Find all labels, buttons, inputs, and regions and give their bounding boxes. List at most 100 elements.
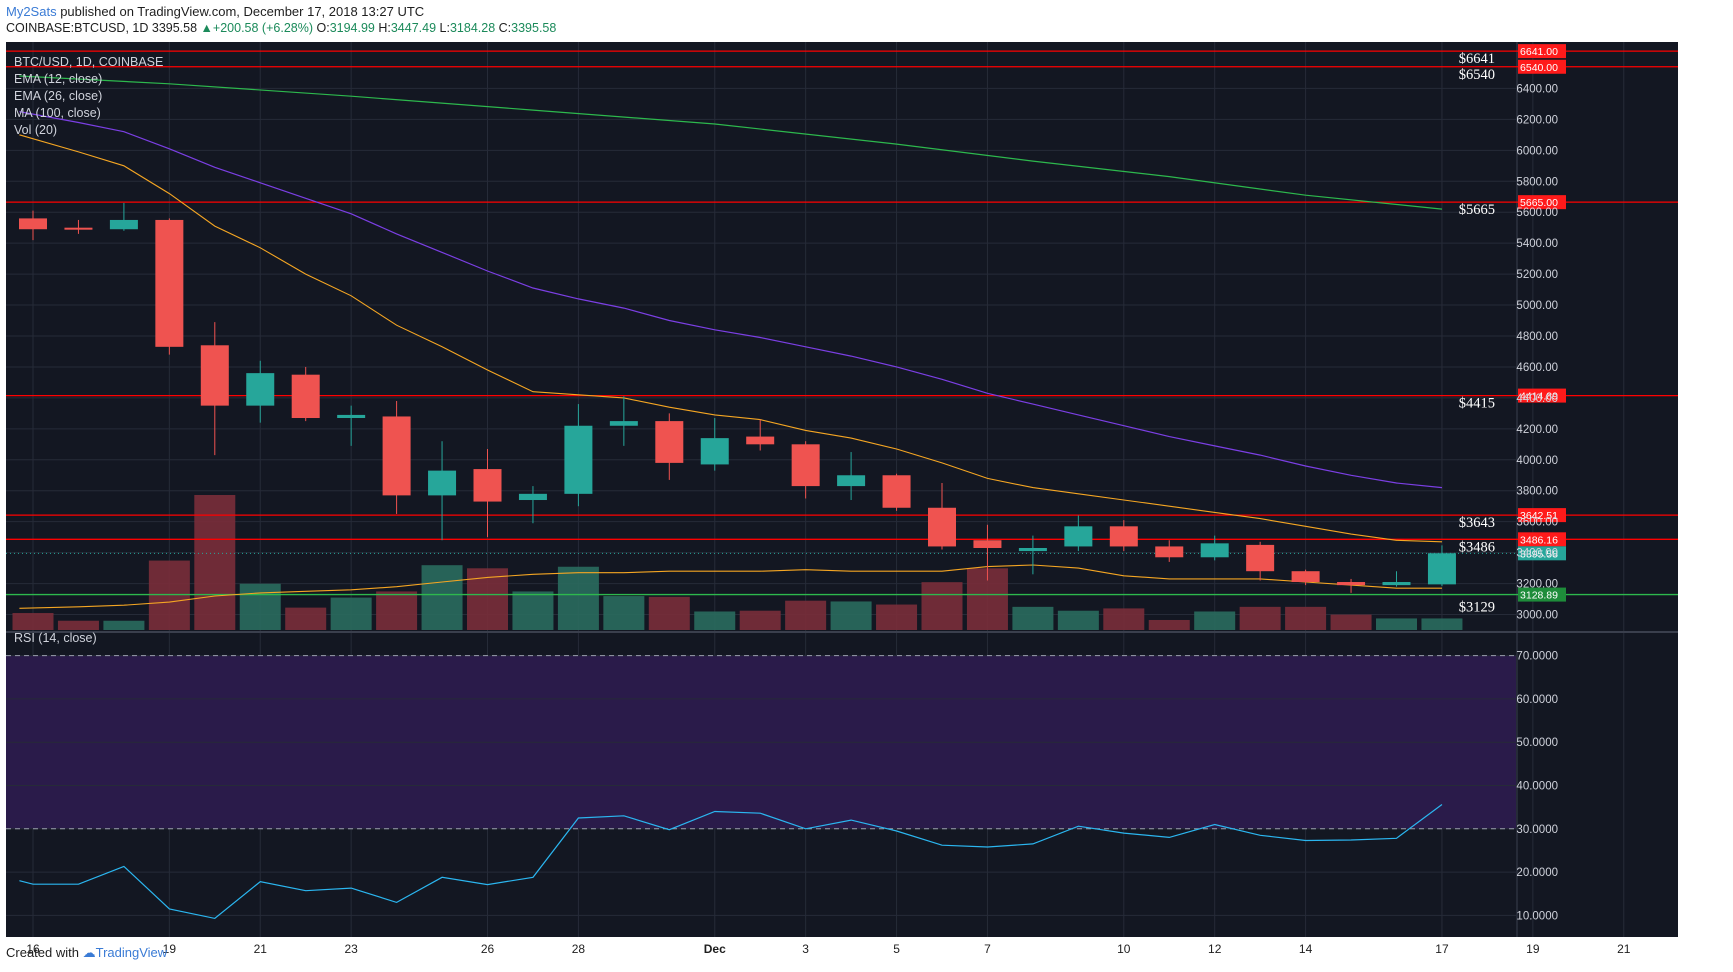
y-tick-label: 5800.00 <box>1516 176 1558 188</box>
y-tick-label: 6200.00 <box>1516 114 1558 126</box>
candle-body <box>928 507 956 547</box>
candle-body <box>200 345 229 406</box>
volume-bar <box>1148 619 1190 630</box>
high-label: H: <box>378 21 391 35</box>
level-tag: 6641.00 <box>1520 46 1558 58</box>
level-tag-bg <box>1518 388 1566 403</box>
publish-line: My2Sats published on TradingView.com, De… <box>6 4 424 19</box>
author-link[interactable]: My2Sats <box>6 4 57 19</box>
volume-bar <box>785 600 827 630</box>
candle-body <box>564 425 593 494</box>
axes: 16 19 21 23 26 28 Dec 3 5 7 10 12 14 17 19 21 6400.00 620… <box>26 83 1630 956</box>
volume-bar <box>830 601 872 630</box>
volume-bar <box>739 610 781 630</box>
level-tag-bg <box>1518 44 1566 59</box>
high-value: 3447.49 <box>390 21 437 35</box>
candle-body <box>1109 526 1138 547</box>
y-tick-label: 4200.00 <box>1516 424 1558 436</box>
candle-body <box>337 414 366 419</box>
x-tick-label: 7 <box>984 942 991 956</box>
x-tick-label: 19 <box>1526 942 1540 956</box>
volume-bar <box>921 582 963 630</box>
created-with-text: Created with <box>6 945 79 960</box>
x-tick-label: 28 <box>572 942 586 956</box>
volume-bar <box>1239 606 1281 630</box>
support-tag-bg <box>1518 587 1566 602</box>
candle-body <box>1155 546 1184 558</box>
level-tag-bg <box>1518 59 1566 74</box>
level-label: $6641 <box>1459 51 1495 67</box>
level-label: $4415 <box>1459 396 1495 412</box>
volume-bar <box>194 495 236 630</box>
rsi-tick-label: 60.0000 <box>1516 694 1558 706</box>
last-price-tag: 3395.58 <box>1520 548 1558 560</box>
footer: Created with ☁TradingView <box>6 945 167 961</box>
volume-bars <box>12 495 1463 630</box>
moving-averages <box>19 75 1443 609</box>
y-tick-label: 5000.00 <box>1516 300 1558 312</box>
volume-bar <box>12 613 54 630</box>
candle-body <box>155 219 184 347</box>
y-tick-label: 5600.00 <box>1516 207 1558 219</box>
last-price-text: 3395.58 <box>151 21 198 35</box>
candle-body <box>382 416 411 496</box>
volume-bar <box>239 583 281 630</box>
candle-body <box>64 227 93 230</box>
level-label: $3486 <box>1459 539 1495 555</box>
ema12-line <box>19 134 1443 543</box>
low-value: 3184.28 <box>449 21 496 35</box>
volume-bar <box>1194 611 1236 630</box>
close-label: C: <box>498 21 512 35</box>
rsi-tick-label: 20.0000 <box>1516 867 1558 879</box>
green-ma-line <box>19 75 1443 210</box>
rsi-tick-label: 50.0000 <box>1516 737 1558 749</box>
y-tick-label: 3600.00 <box>1516 517 1558 529</box>
level-tag-bg <box>1518 532 1566 547</box>
tradingview-link[interactable]: TradingView <box>95 945 168 960</box>
x-tick-label: Dec <box>704 942 726 956</box>
rsi-tick-label: 70.0000 <box>1516 651 1558 663</box>
volume-bar <box>1421 618 1463 630</box>
y-tick-label: 5400.00 <box>1516 238 1558 250</box>
candle-body <box>428 470 457 496</box>
candle-body <box>109 219 138 230</box>
candle-body <box>518 493 547 501</box>
last-price-tag-bg <box>1518 546 1566 561</box>
x-tick-label: 5 <box>893 942 900 956</box>
y-tick-label: 3400.00 <box>1516 548 1558 560</box>
legend-vol: Vol (20) <box>14 123 57 137</box>
volume-bar <box>1330 614 1372 630</box>
level-label: $3643 <box>1459 515 1495 531</box>
published-text: published on TradingView.com, December 1… <box>56 4 425 19</box>
candle-body <box>1018 547 1047 552</box>
x-tick-label: 19 <box>163 942 177 956</box>
y-tick-label: 4400.00 <box>1516 393 1558 405</box>
ohlc-line: COINBASE:BTCUSD, 1D 3395.58 ▲+200.58 (+6… <box>6 21 556 35</box>
candle-body <box>655 421 684 463</box>
close-value: 3395.58 <box>511 21 557 35</box>
y-tick-label: 4600.00 <box>1516 362 1558 374</box>
legend-ema26: EMA (26, close) <box>14 89 102 103</box>
volume-bar <box>285 607 327 630</box>
rsi-pane: 70.0000 60.0000 50.0000 40.0000 30.0000 20.00… <box>6 651 1558 922</box>
level-tag: 5665.00 <box>1520 197 1558 209</box>
open-value: 3194.99 <box>329 21 375 35</box>
volume-bar <box>376 591 418 630</box>
candle-body <box>1382 582 1411 586</box>
x-tick-label: 10 <box>1117 942 1131 956</box>
up-arrow-icon: ▲ <box>200 21 213 35</box>
y-tick-label: 4800.00 <box>1516 331 1558 343</box>
y-tick-label: 3800.00 <box>1516 486 1558 498</box>
level-label: $6540 <box>1459 67 1495 83</box>
volume-bar <box>512 591 554 630</box>
volume-bar <box>876 604 918 630</box>
candle-body <box>1246 544 1275 572</box>
candle-body <box>19 218 47 230</box>
y-tick-label: 4000.00 <box>1516 455 1558 467</box>
support-label: $3129 <box>1459 600 1495 616</box>
x-tick-label: 12 <box>1208 942 1222 956</box>
volume-bar <box>1376 618 1417 630</box>
x-tick-label: 23 <box>344 942 358 956</box>
x-tick-label: 21 <box>1617 942 1631 956</box>
